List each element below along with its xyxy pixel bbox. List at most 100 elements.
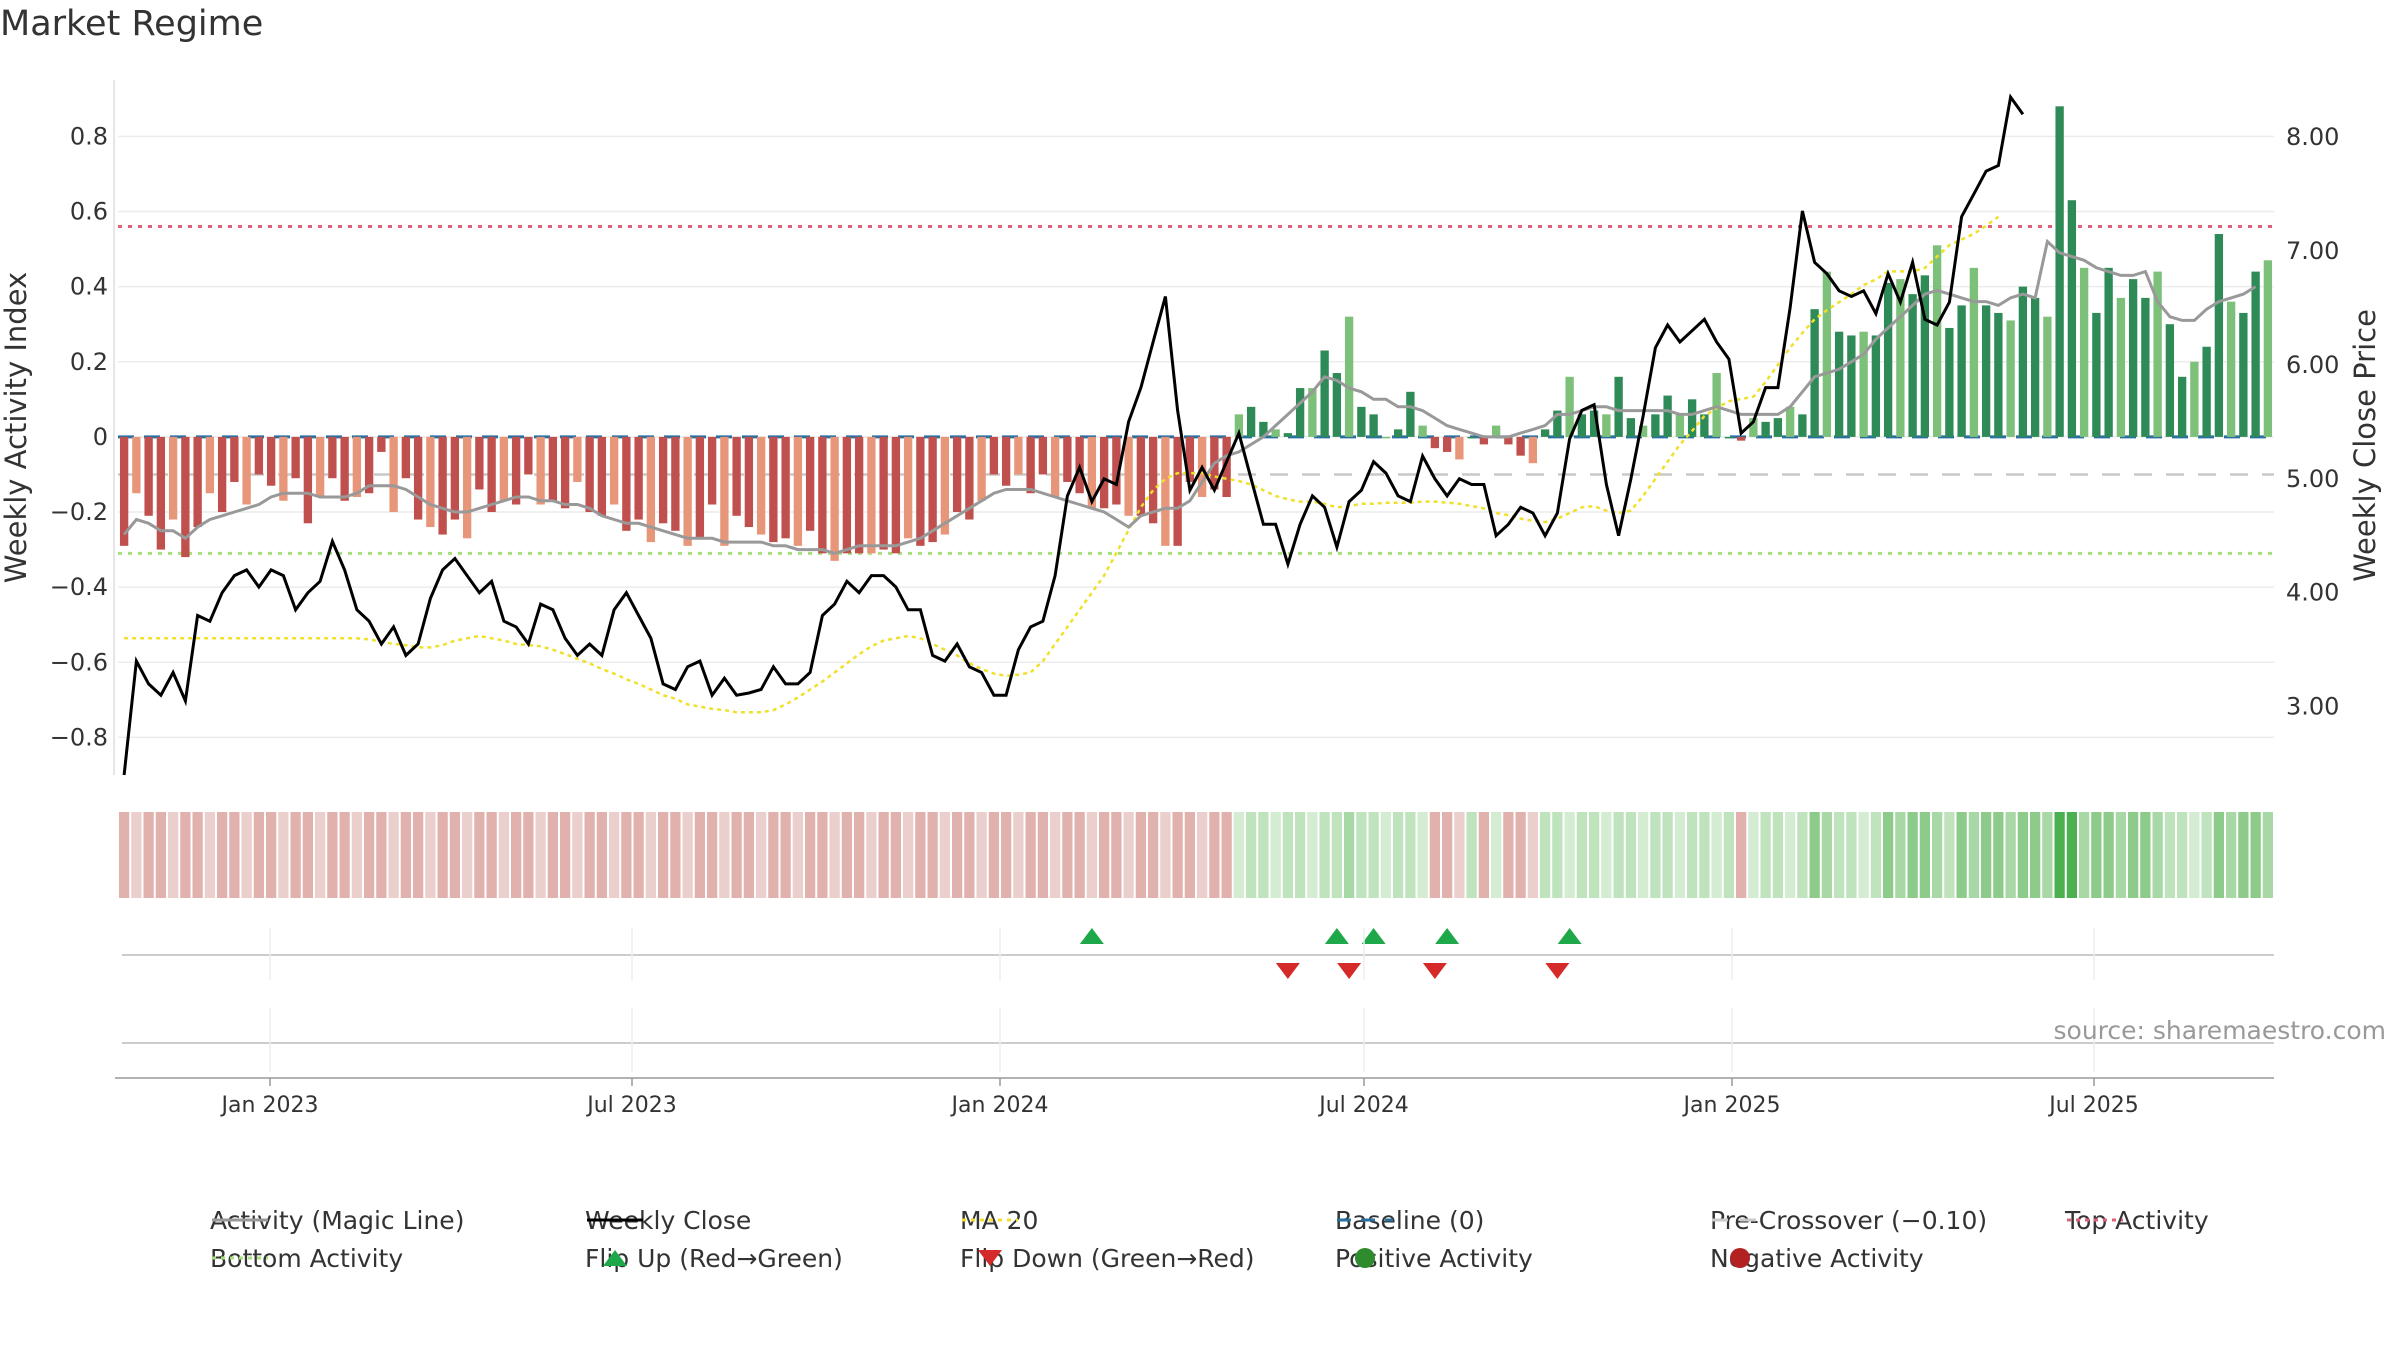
- regime-cell: [2213, 812, 2225, 898]
- regime-cell: [1674, 812, 1686, 898]
- activity-bar: [646, 436, 656, 543]
- regime-cell: [2017, 812, 2029, 898]
- legend-label: Baseline (0): [1335, 1206, 1485, 1235]
- regime-cell: [670, 812, 681, 898]
- activity-bar: [805, 436, 815, 531]
- activity-bar: [1712, 373, 1721, 437]
- legend-label: Pre-Crossover (−0.10): [1710, 1206, 1988, 1235]
- regime-cell: [1723, 812, 1735, 898]
- regime-cell: [927, 812, 938, 898]
- regime-cell: [645, 812, 657, 898]
- regime-cell: [915, 812, 926, 898]
- regime-cell: [2066, 812, 2078, 898]
- regime-cell: [902, 812, 914, 898]
- activity-bar: [854, 436, 864, 554]
- activity-bars: [119, 106, 2273, 561]
- axes: 0.8 0.6 0.4 0.2 0 −0.2 −0.4 −0.6 −0.8 8.00 7.00 6.0…: [0, 80, 2382, 775]
- regime-cell: [1503, 812, 1514, 898]
- activity-bar: [315, 436, 325, 497]
- legend-item: Positive Activity: [1335, 1244, 1533, 1273]
- legend-swatch: [962, 1218, 1018, 1222]
- activity-bar: [1871, 335, 1881, 437]
- activity-bar: [2067, 200, 2077, 437]
- activity-bar: [1626, 418, 1636, 437]
- activity-bar: [1736, 436, 1746, 441]
- flip-up-marker: [1557, 928, 1582, 944]
- regime-cell: [363, 812, 375, 898]
- regime-cell: [1625, 812, 1637, 898]
- activity-bar: [1467, 436, 1476, 439]
- activity-bar: [707, 436, 717, 505]
- regime-cell: [2042, 812, 2053, 898]
- activity-bar: [1687, 399, 1697, 437]
- regime-cell: [2078, 812, 2090, 898]
- regime-cell: [1895, 812, 1906, 898]
- activity-bar: [683, 436, 692, 546]
- activity-bar: [1173, 436, 1182, 546]
- activity-bar: [842, 436, 852, 554]
- activity-bar: [1602, 414, 1611, 437]
- activity-bar: [720, 436, 729, 546]
- regime-cell: [1564, 812, 1575, 898]
- flip-down-marker: [1422, 963, 1447, 979]
- activity-bar: [867, 436, 876, 554]
- activity-bar: [156, 436, 166, 550]
- regime-cell: [535, 812, 546, 898]
- legend-swatch: [1712, 1218, 1768, 1222]
- legend-swatch: [603, 1250, 627, 1266]
- activity-bar: [450, 436, 460, 520]
- activity-bar: [2226, 301, 2236, 437]
- regime-cell: [339, 812, 350, 898]
- regime-cell: [167, 812, 179, 898]
- legend-swatch: [1730, 1248, 1750, 1268]
- activity-bar: [1614, 376, 1623, 437]
- regime-cell: [1013, 812, 1024, 898]
- activity-bar: [2190, 361, 2199, 437]
- activity-bar: [1442, 436, 1452, 452]
- legend-item: Flip Down (Green→Red): [960, 1244, 1255, 1273]
- flip-down-marker: [1545, 963, 1570, 979]
- activity-bar: [1001, 436, 1011, 486]
- y-left-tick-label: 0.6: [70, 197, 108, 225]
- activity-bar: [1185, 436, 1195, 482]
- regime-cell: [853, 812, 865, 898]
- activity-bar: [1418, 425, 1427, 437]
- magic-line: [122, 238, 2257, 555]
- regime-cell: [706, 812, 718, 898]
- activity-bar: [1406, 391, 1415, 437]
- activity-bar: [1785, 406, 1795, 437]
- regime-cell: [1086, 812, 1098, 898]
- activity-bar: [1724, 436, 1734, 439]
- regime-cell: [204, 812, 216, 898]
- regime-cell: [216, 812, 228, 898]
- activity-bar: [1050, 436, 1060, 497]
- activity-bar: [1393, 429, 1403, 437]
- activity-bar: [487, 436, 496, 513]
- flip-down-marker: [1337, 963, 1362, 979]
- x-tick-label: Jul 2024: [1317, 1093, 1409, 1118]
- regime-cell: [192, 812, 203, 898]
- flip-down-marker: [1275, 963, 1300, 979]
- regime-cell: [1858, 812, 1869, 898]
- activity-bar: [524, 436, 533, 475]
- regime-cell: [388, 812, 399, 898]
- regime-cell: [2140, 812, 2151, 898]
- y-right-tick-label: 5.00: [2286, 465, 2339, 493]
- activity-bar: [585, 436, 594, 513]
- regime-cell: [2103, 812, 2114, 898]
- regime-cell: [1405, 812, 1416, 898]
- regime-cell: [584, 812, 595, 898]
- y-right-tick-label: 8.00: [2286, 123, 2339, 151]
- regime-cell: [1062, 812, 1073, 898]
- x-tick-label: Jan 2025: [1682, 1093, 1781, 1118]
- legend-item: Top Activity: [2065, 1206, 2209, 1235]
- activity-bar: [193, 436, 202, 528]
- regime-cell: [547, 812, 559, 898]
- regime-cell: [1968, 812, 1980, 898]
- activity-bar: [1357, 406, 1366, 437]
- regime-cell: [1160, 812, 1171, 898]
- legend-swatch: [587, 1218, 643, 1222]
- activity-bar: [254, 436, 264, 475]
- regime-cell: [2005, 812, 2016, 898]
- regime-cell: [1307, 812, 1318, 898]
